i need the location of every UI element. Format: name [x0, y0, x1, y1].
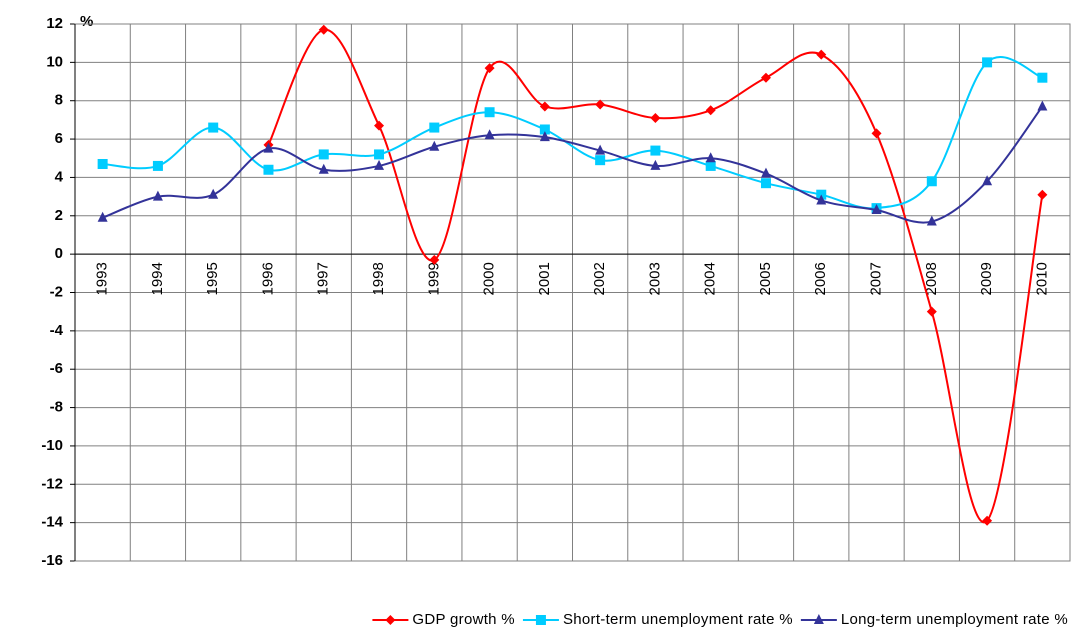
marker [484, 63, 495, 74]
y-tick-label: -16 [41, 552, 63, 569]
marker [595, 144, 606, 155]
marker [374, 159, 385, 170]
series-line [102, 56, 1043, 210]
marker [982, 57, 993, 68]
marker [871, 128, 882, 139]
marker [484, 107, 495, 118]
y-tick-label: -10 [41, 437, 63, 454]
x-tick-label: 2001 [536, 262, 553, 295]
marker [318, 149, 329, 160]
marker [705, 160, 716, 171]
marker [484, 129, 495, 140]
marker [595, 155, 606, 166]
y-tick-label: -14 [41, 514, 63, 531]
marker [429, 122, 440, 133]
x-tick-label: 1997 [315, 262, 332, 295]
x-tick-label: 2002 [591, 262, 608, 295]
marker [595, 99, 606, 110]
marker [982, 515, 993, 526]
marker [760, 167, 771, 178]
x-tick-label: 2000 [481, 262, 498, 295]
y-tick-label: -6 [50, 360, 63, 377]
y-tick-label: 6 [55, 130, 63, 147]
marker [1037, 100, 1048, 111]
y-tick-label: -2 [50, 283, 63, 300]
marker [760, 178, 771, 189]
marker [152, 160, 163, 171]
marker [263, 164, 274, 175]
legend: GDP growth % Short-term unemployment rate… [372, 611, 1068, 628]
marker [429, 140, 440, 151]
x-tick-label: 2008 [923, 262, 940, 295]
x-tick-label: 1998 [370, 262, 387, 295]
x-tick-label: 2010 [1033, 262, 1050, 295]
marker [982, 175, 993, 186]
marker [926, 215, 937, 226]
marker [97, 211, 108, 222]
legend-marker [813, 614, 824, 624]
y-tick-label: 4 [55, 168, 64, 185]
marker [539, 131, 550, 142]
x-tick-label: 1999 [425, 262, 442, 295]
x-tick-label: 2007 [867, 262, 884, 295]
legend-label: Short-term unemployment rate % [563, 611, 793, 628]
legend-marker [535, 615, 546, 625]
marker [1037, 72, 1048, 83]
marker [152, 190, 163, 201]
marker [429, 254, 440, 265]
legend-label: Long-term unemployment rate % [841, 611, 1068, 628]
x-tick-label: 1994 [149, 262, 166, 295]
marker [705, 105, 716, 116]
marker [705, 152, 716, 163]
y-axis-label: % [80, 13, 93, 30]
marker [926, 306, 937, 317]
y-tick-label: 0 [55, 245, 63, 262]
y-tick-label: 8 [55, 92, 63, 109]
marker [539, 101, 550, 112]
marker [926, 176, 937, 187]
y-tick-label: 12 [46, 15, 63, 32]
legend-marker [385, 615, 396, 625]
marker [650, 159, 661, 170]
series-line [102, 105, 1044, 224]
y-tick-label: -8 [50, 399, 63, 416]
x-tick-label: 2003 [646, 262, 663, 295]
marker [263, 142, 274, 153]
marker [208, 188, 219, 199]
marker [650, 112, 661, 123]
marker [816, 49, 827, 60]
marker [871, 204, 882, 215]
y-tick-label: 2 [55, 207, 63, 224]
marker [97, 159, 108, 170]
marker [760, 72, 771, 83]
marker [208, 122, 219, 133]
marker [816, 194, 827, 205]
legend-label: GDP growth % [412, 611, 515, 628]
x-tick-label: 1995 [204, 262, 221, 295]
y-tick-label: 10 [46, 53, 63, 70]
y-tick-label: -4 [50, 322, 64, 339]
y-tick-label: -12 [41, 475, 63, 492]
marker [374, 120, 385, 131]
x-tick-label: 2004 [702, 262, 719, 295]
x-tick-label: 1996 [259, 262, 276, 295]
x-tick-label: 1993 [94, 262, 111, 295]
x-tick-label: 2005 [757, 262, 774, 295]
marker [539, 124, 550, 135]
marker [1037, 189, 1048, 200]
x-tick-label: 2006 [812, 262, 829, 295]
marker [650, 145, 661, 156]
marker [318, 24, 329, 35]
marker [318, 163, 329, 174]
marker [374, 149, 385, 160]
x-tick-label: 2009 [978, 262, 995, 295]
